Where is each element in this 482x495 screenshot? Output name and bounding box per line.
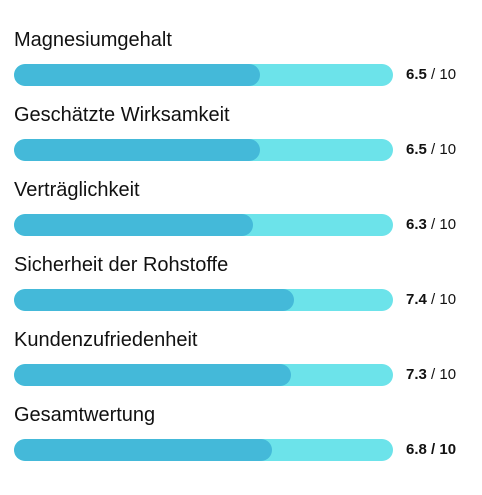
rating-bar-track	[14, 364, 393, 386]
rating-row-geschaetzte-wirksamkeit: Geschätzte Wirksamkeit 6.5 / 10	[14, 102, 474, 166]
rating-row-magnesiumgehalt: Magnesiumgehalt 6.5 / 10	[14, 27, 474, 91]
rating-score-total: 6.8 / 10	[406, 440, 456, 460]
rating-score-value: 7.3	[406, 366, 427, 383]
rating-bar-track	[14, 214, 393, 236]
rating-score-value: 6.3	[406, 216, 427, 233]
rating-bar-fill	[14, 214, 253, 236]
rating-bar-fill	[14, 139, 261, 161]
rating-bar-track	[14, 64, 393, 86]
rating-score-value: 6.5	[406, 141, 427, 158]
rating-score-value: 6.8	[406, 441, 427, 458]
rating-bar-fill	[14, 64, 261, 86]
rating-bar-track	[14, 139, 393, 161]
rating-score-separator: /	[426, 66, 440, 83]
rating-score-max: 10	[439, 141, 457, 158]
rating-label: Sicherheit der Rohstoffe	[14, 254, 229, 276]
rating-bar-fill	[14, 364, 291, 386]
rating-score-separator: /	[426, 441, 440, 458]
rating-score-value: 7.4	[406, 291, 427, 308]
rating-bar-track	[14, 289, 393, 311]
rating-score: 7.4 / 10	[406, 290, 456, 310]
rating-row-kundenzufriedenheit: Kundenzufriedenheit 7.3 / 10	[14, 327, 474, 391]
rating-bar-fill	[14, 289, 295, 311]
rating-score-max: 10	[439, 291, 457, 308]
rating-label: Gesamtwertung	[14, 404, 156, 426]
rating-label: Magnesiumgehalt	[14, 29, 172, 51]
rating-score-separator: /	[426, 366, 440, 383]
rating-score-value: 6.5	[406, 66, 427, 83]
rating-score-separator: /	[426, 141, 440, 158]
rating-score: 7.3 / 10	[406, 365, 456, 385]
rating-label: Kundenzufriedenheit	[14, 329, 198, 351]
rating-score: 6.5 / 10	[406, 140, 456, 160]
rating-score-max: 10	[439, 441, 457, 458]
rating-score-separator: /	[426, 291, 440, 308]
rating-label: Verträglichkeit	[14, 179, 140, 201]
rating-bar-fill	[14, 439, 272, 461]
rating-score-max: 10	[439, 66, 457, 83]
rating-label: Geschätzte Wirksamkeit	[14, 104, 230, 126]
rating-score-max: 10	[439, 366, 457, 383]
rating-score: 6.3 / 10	[406, 215, 456, 235]
rating-row-vertraeglichkeit: Verträglichkeit 6.3 / 10	[14, 177, 474, 241]
rating-score: 6.5 / 10	[406, 65, 456, 85]
rating-score-separator: /	[426, 216, 440, 233]
rating-row-sicherheit-der-rohstoffe: Sicherheit der Rohstoffe 7.4 / 10	[14, 252, 474, 316]
rating-score-max: 10	[439, 216, 457, 233]
rating-row-gesamtwertung: Gesamtwertung 6.8 / 10	[14, 402, 474, 466]
rating-bar-track	[14, 439, 393, 461]
